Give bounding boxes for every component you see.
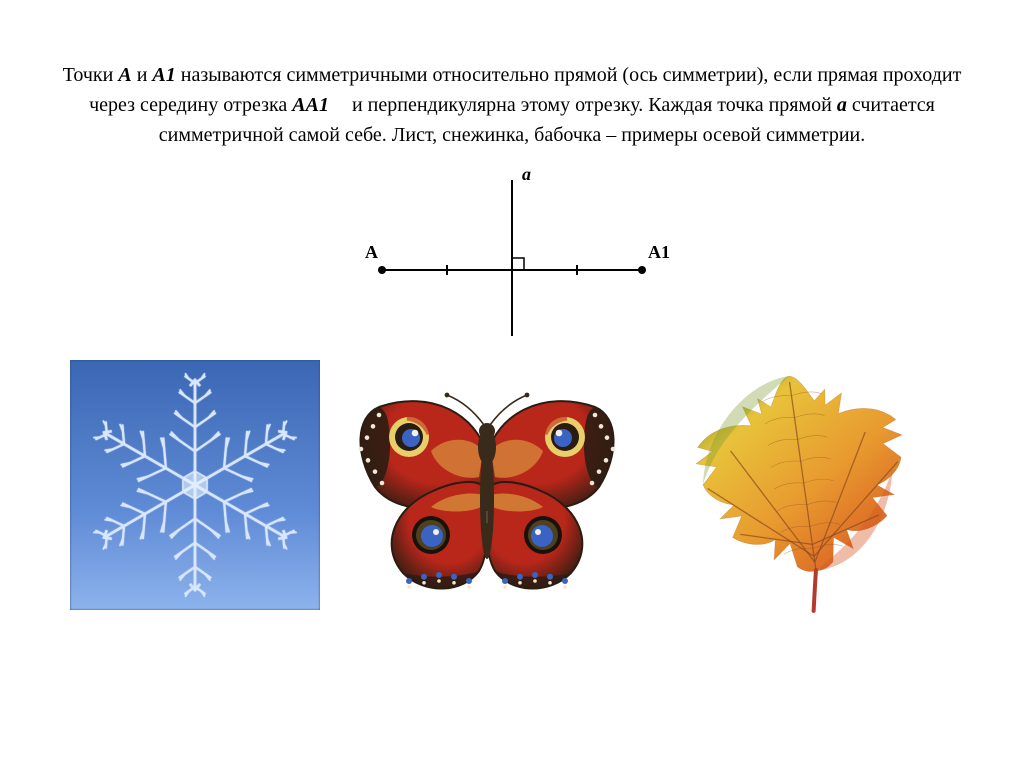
svg-text:А: А (365, 242, 378, 262)
maple-leaf-illustration (654, 355, 954, 615)
example-snowflake (70, 360, 320, 610)
svg-text:a: a (522, 164, 531, 184)
def-point-a: А (118, 64, 131, 86)
def-text: Точки (63, 64, 119, 86)
def-text: и (132, 64, 153, 86)
butterfly-illustration (347, 375, 627, 595)
example-butterfly (347, 375, 627, 595)
def-line-a: а (837, 94, 847, 116)
def-text: и перпендикулярна этому отрезку. Каждая … (347, 94, 837, 116)
svg-text:А1: А1 (648, 242, 670, 262)
snowflake-illustration (70, 360, 320, 610)
def-point-a1: А1 (152, 64, 175, 86)
example-maple-leaf (654, 355, 954, 615)
def-segment-aa1: АА1 (292, 94, 329, 116)
axis-symmetry-diagram: a А А1 (332, 160, 692, 340)
symmetry-definition: Точки А и А1 называются симметричными от… (62, 60, 962, 150)
symmetry-examples-row (60, 355, 964, 615)
